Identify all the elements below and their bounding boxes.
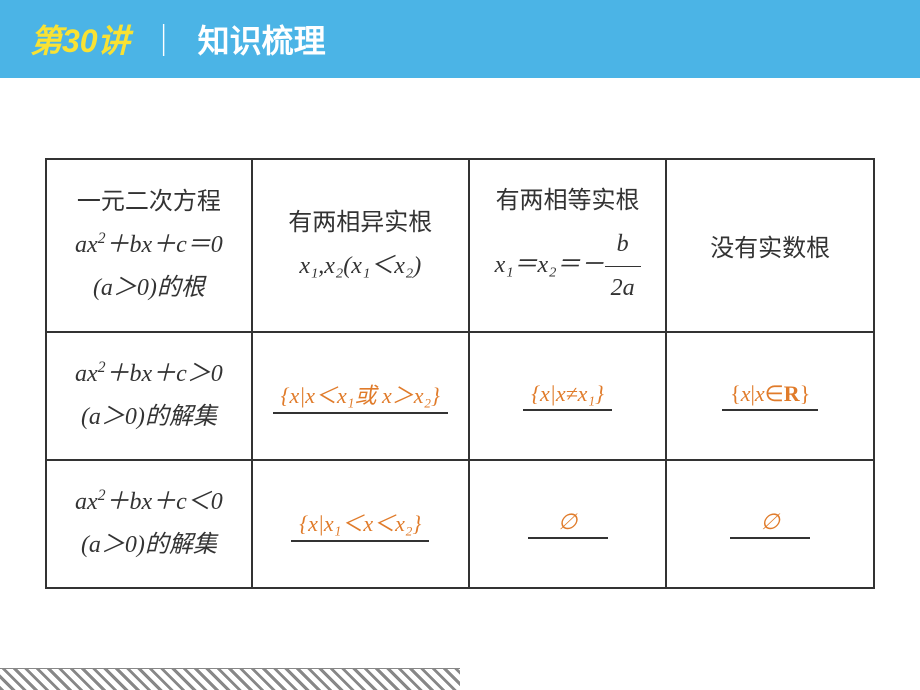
answer-cell: ∅ <box>469 460 667 588</box>
two-equal-roots: 有两相等实根 x₁＝x₂＝－b2a <box>469 159 667 332</box>
answer-cell: {x|x∈R} <box>666 332 874 460</box>
header-divider: ｜ <box>148 16 180 62</box>
equation-roots-header: 一元二次方程 ax2＋bx＋c＝0 (a＞0)的根 <box>46 159 252 332</box>
slide-header: 第30讲 ｜ 知识梳理 <box>0 0 920 78</box>
answer-cell: {x|x≠x₁} <box>469 332 667 460</box>
answer-cell: {x|x＜x₁或 x＞x₂} <box>252 332 469 460</box>
lecture-number: 第30讲 <box>30 16 130 62</box>
solution-table: 一元二次方程 ax2＋bx＋c＝0 (a＞0)的根 有两相异实根 x₁,x₂(x… <box>45 158 875 589</box>
answer-cell: {x|x₁＜x＜x₂} <box>252 460 469 588</box>
content-area: 一元二次方程 ax2＋bx＋c＝0 (a＞0)的根 有两相异实根 x₁,x₂(x… <box>0 78 920 589</box>
two-distinct-roots: 有两相异实根 x₁,x₂(x₁＜x₂) <box>252 159 469 332</box>
table-row: ax2＋bx＋c＞0 (a＞0)的解集 {x|x＜x₁或 x＞x₂} {x|x≠… <box>46 332 874 460</box>
less-than-zero-header: ax2＋bx＋c＜0 (a＞0)的解集 <box>46 460 252 588</box>
table-row: ax2＋bx＋c＜0 (a＞0)的解集 {x|x₁＜x＜x₂} ∅ ∅ <box>46 460 874 588</box>
footer-decoration <box>0 668 460 690</box>
greater-than-zero-header: ax2＋bx＋c＞0 (a＞0)的解集 <box>46 332 252 460</box>
no-real-roots: 没有实数根 <box>666 159 874 332</box>
answer-cell: ∅ <box>666 460 874 588</box>
slide-title: 知识梳理 <box>198 16 326 62</box>
table-row: 一元二次方程 ax2＋bx＋c＝0 (a＞0)的根 有两相异实根 x₁,x₂(x… <box>46 159 874 332</box>
